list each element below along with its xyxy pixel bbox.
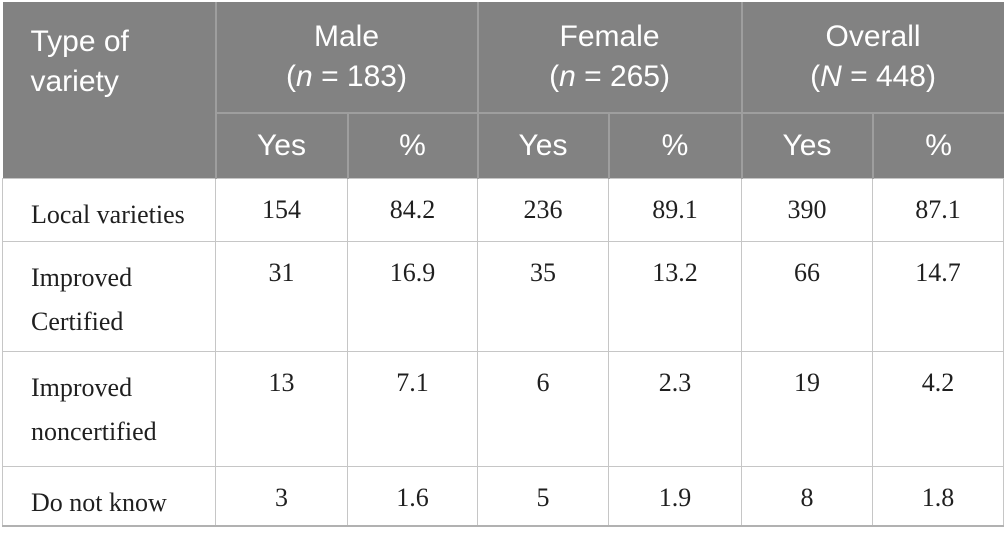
cell-female-pct: 2.3 bbox=[608, 350, 743, 467]
cell-male-yes: 13 bbox=[215, 350, 348, 467]
cell-overall-pct: 1.8 bbox=[872, 465, 1005, 528]
table-row-do-not-know: Do not know 3 1.6 5 1.9 8 1.8 bbox=[2, 465, 1005, 528]
cell-female-pct: 89.1 bbox=[608, 177, 743, 242]
cell-overall-pct: 14.7 bbox=[872, 240, 1005, 352]
cell-overall-yes: 8 bbox=[741, 465, 874, 528]
group-count-female: (n = 265) bbox=[549, 60, 670, 93]
group-count-male: (n = 183) bbox=[286, 60, 407, 93]
row-label: Local varieties bbox=[2, 177, 216, 242]
row-label: Improved noncertified bbox=[2, 350, 216, 467]
italic-n: n bbox=[296, 60, 313, 93]
cell-female-yes: 6 bbox=[477, 350, 610, 467]
cell-overall-pct: 4.2 bbox=[872, 350, 1005, 467]
subheader-male-pct: % bbox=[346, 112, 479, 178]
cell-male-pct: 16.9 bbox=[346, 240, 479, 352]
group-header-male: Male (n = 183) bbox=[214, 2, 479, 114]
group-name-overall: Overall bbox=[825, 20, 921, 54]
group-name-male: Male bbox=[313, 20, 380, 54]
cell-female-pct: 1.9 bbox=[608, 465, 743, 528]
corner-header-type-of-variety: Type of variety bbox=[2, 2, 217, 178]
group-count-overall: (N = 448) bbox=[810, 60, 936, 93]
cell-female-yes: 35 bbox=[477, 240, 610, 352]
row-label: Do not know bbox=[2, 465, 216, 528]
subheader-overall-pct: % bbox=[871, 112, 1004, 178]
subheader-male-yes: Yes bbox=[214, 112, 349, 178]
cell-female-yes: 5 bbox=[477, 465, 610, 528]
cell-female-pct: 13.2 bbox=[608, 240, 743, 352]
cell-male-yes: 3 bbox=[215, 465, 348, 528]
header-sub-row: Yes % Yes % Yes % bbox=[3, 112, 1004, 178]
group-header-female: Female (n = 265) bbox=[476, 2, 743, 114]
subheader-female-yes: Yes bbox=[476, 112, 610, 178]
italic-n: n bbox=[559, 60, 576, 93]
subheader-overall-yes: Yes bbox=[740, 112, 874, 178]
cell-male-pct: 7.1 bbox=[346, 350, 479, 467]
group-header-overall: Overall (N = 448) bbox=[740, 2, 1004, 114]
cell-male-pct: 1.6 bbox=[346, 465, 479, 528]
table-row-improved-certified: Improved Certified 31 16.9 35 13.2 66 14… bbox=[2, 240, 1005, 352]
cell-overall-yes: 66 bbox=[741, 240, 874, 352]
cell-female-yes: 236 bbox=[477, 177, 610, 242]
italic-n: N bbox=[820, 60, 842, 93]
row-label: Improved Certified bbox=[2, 240, 216, 352]
cell-male-pct: 84.2 bbox=[346, 177, 479, 242]
header-group-row: Type of variety Male (n = 183) Female (n… bbox=[2, 2, 1004, 178]
cell-overall-pct: 87.1 bbox=[872, 177, 1005, 242]
table-row-improved-noncertified: Improved noncertified 13 7.1 6 2.3 19 4.… bbox=[2, 350, 1005, 467]
cell-male-yes: 31 bbox=[215, 240, 348, 352]
cell-overall-yes: 19 bbox=[741, 350, 874, 467]
cell-male-yes: 154 bbox=[215, 177, 348, 242]
variety-adoption-table: Type of variety Male (n = 183) Female (n… bbox=[2, 2, 1005, 528]
subheader-female-pct: % bbox=[607, 112, 743, 178]
group-name-female: Female bbox=[559, 20, 660, 54]
table-row-local-varieties: Local varieties 154 84.2 236 89.1 390 87… bbox=[2, 177, 1005, 242]
cell-overall-yes: 390 bbox=[741, 177, 874, 242]
